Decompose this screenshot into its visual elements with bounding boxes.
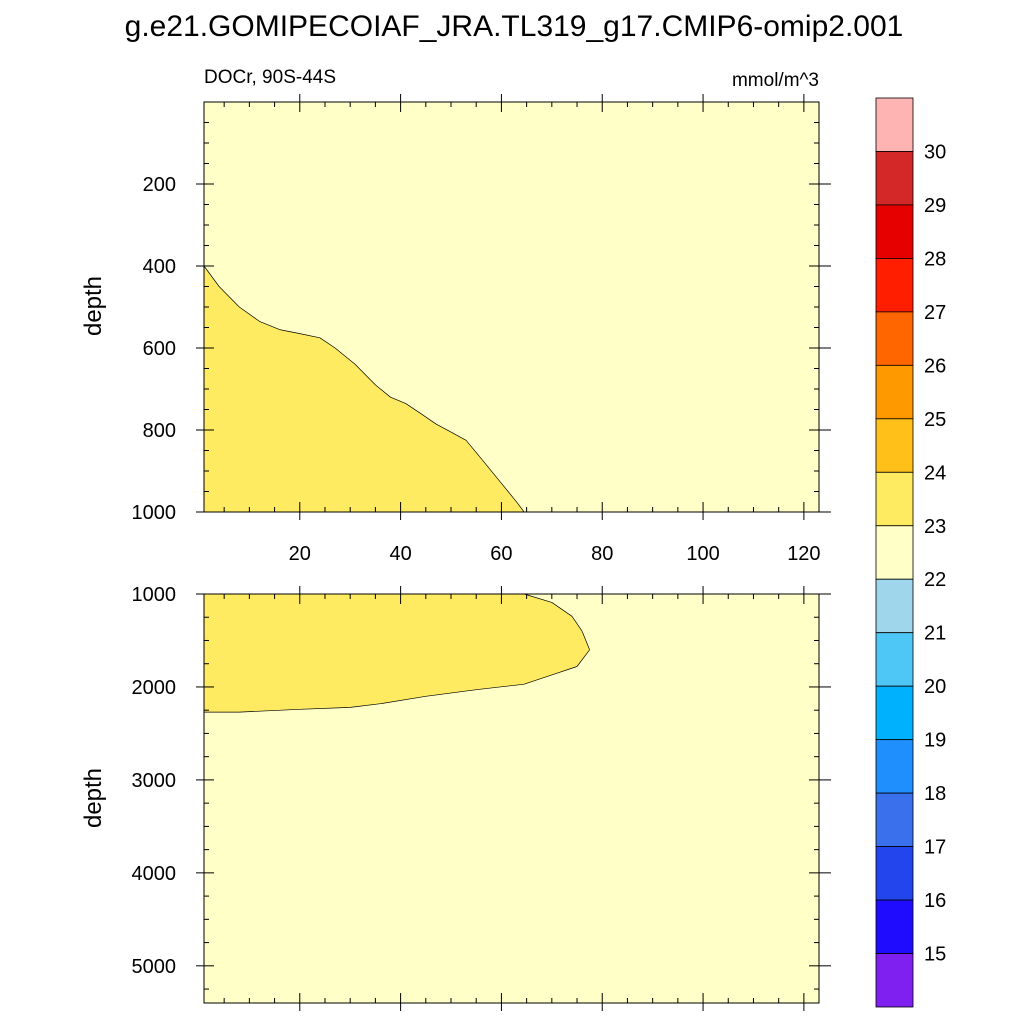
colorbar-label: 28 (924, 248, 946, 270)
colorbar-box (875, 97, 914, 152)
panel-lower: 1000 2000 3000 4000 5000 depth (80, 584, 831, 1011)
contour-region-23-24 (204, 266, 525, 512)
x-tick-label: 40 (389, 543, 411, 565)
panels-group: 20 40 60 80 100 1202004006008001000depth10002… (80, 94, 831, 1011)
colorbar-label: 29 (924, 195, 946, 217)
colorbar-label: 23 (924, 516, 946, 538)
contour-line (204, 593, 590, 713)
y-tick-label: 4000 (132, 863, 177, 885)
colorbar-box (875, 311, 914, 366)
colorbar-label: 25 (924, 409, 946, 431)
colorbar-label: 16 (924, 890, 946, 912)
colorbar-box (875, 846, 914, 901)
y-tick-label: 800 (143, 420, 176, 442)
contour-region-23-24 (204, 594, 590, 713)
colorbar-label: 26 (924, 355, 946, 377)
chart-title: g.e21.GOMIPECOIAF_JRA.TL319_g17.CMIP6-om… (125, 10, 904, 43)
y-tick-label: 600 (143, 338, 176, 360)
y-axis-label: depth (80, 276, 107, 336)
colorbar-label: 24 (924, 462, 946, 484)
colorbar-box (875, 685, 914, 741)
colorbar-label: 17 (924, 837, 946, 859)
y-tick-label: 1000 (132, 502, 177, 524)
y-tick-label: 3000 (132, 770, 177, 792)
colorbar-label: 15 (924, 944, 946, 966)
colorbar-box (875, 578, 914, 634)
y-tick-label: 1000 (132, 584, 177, 606)
y-tick-label: 200 (143, 174, 176, 196)
x-tick-label: 20 (289, 543, 311, 565)
colorbar: 30 29 28 27 26 25 24 23 22 21 20 19 18 17 16 15 (875, 97, 946, 1008)
colorbar-box (875, 151, 914, 206)
colorbar-label: 21 (924, 623, 946, 645)
colorbar-box (875, 953, 914, 1008)
y-tick-label: 5000 (132, 956, 177, 978)
y-axis-label: depth (80, 768, 107, 828)
panel-frame (203, 593, 820, 1004)
colorbar-label: 19 (924, 730, 946, 752)
colorbar-box (875, 632, 914, 687)
x-tick-label: 100 (686, 543, 719, 565)
colorbar-box (875, 364, 914, 420)
colorbar-label: 22 (924, 569, 946, 591)
colorbar-label: 20 (924, 676, 946, 698)
colorbar-box (875, 204, 914, 259)
units-label: mmol/m^3 (732, 70, 819, 91)
colorbar-box (875, 471, 914, 527)
y-tick-label: 2000 (132, 677, 177, 699)
variable-label: DOCr, 90S-44S (204, 67, 336, 88)
x-tick-label: 80 (591, 543, 613, 565)
colorbar-label: 18 (924, 783, 946, 805)
colorbar-label: 27 (924, 302, 946, 324)
colorbar-box (875, 418, 914, 473)
x-tick-label: 60 (490, 543, 512, 565)
x-tick-label: 120 (787, 543, 820, 565)
colorbar-box (875, 792, 914, 847)
y-tick-label: 400 (143, 256, 176, 278)
contour-line (203, 265, 525, 513)
panel-upper: 20 40 60 80 100 120 200 400 600 800 1000 depth (80, 94, 831, 565)
colorbar-box (875, 899, 914, 954)
colorbar-box (875, 258, 914, 313)
colorbar-box (875, 739, 914, 794)
colorbar-box (875, 525, 914, 580)
colorbar-label: 30 (924, 141, 946, 163)
